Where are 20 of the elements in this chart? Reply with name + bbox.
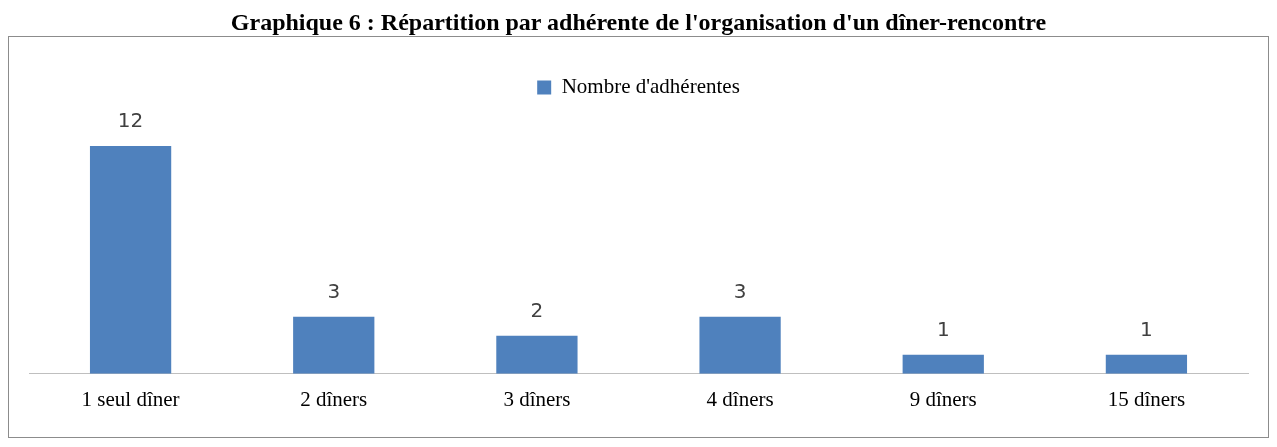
bar	[902, 354, 984, 374]
data-label: 1	[1140, 317, 1153, 342]
x-tick-label: 2 dîners	[300, 386, 368, 411]
data-label: 12	[117, 108, 144, 133]
bar	[496, 335, 578, 374]
bar	[699, 316, 781, 374]
chart-title: Graphique 6 : Répartition par adhérente de l'organisation d'un dîner-rencontre	[229, 8, 1048, 36]
x-tick-label: 9 dîners	[909, 386, 977, 411]
bar	[1105, 354, 1188, 374]
x-tick-label: 15 dîners	[1107, 386, 1186, 411]
x-tick-label: 4 dîners	[706, 386, 774, 411]
data-label: 3	[733, 279, 747, 304]
data-label: 3	[327, 279, 341, 304]
data-label: 2	[530, 298, 544, 323]
bar	[89, 145, 172, 374]
data-label: 1	[936, 317, 950, 342]
x-tick-label: 1 seul dîner	[81, 386, 180, 411]
legend-label: Nombre d'adhérentes	[561, 74, 740, 99]
bar	[293, 316, 375, 374]
x-tick-label: 3 dîners	[503, 386, 571, 411]
